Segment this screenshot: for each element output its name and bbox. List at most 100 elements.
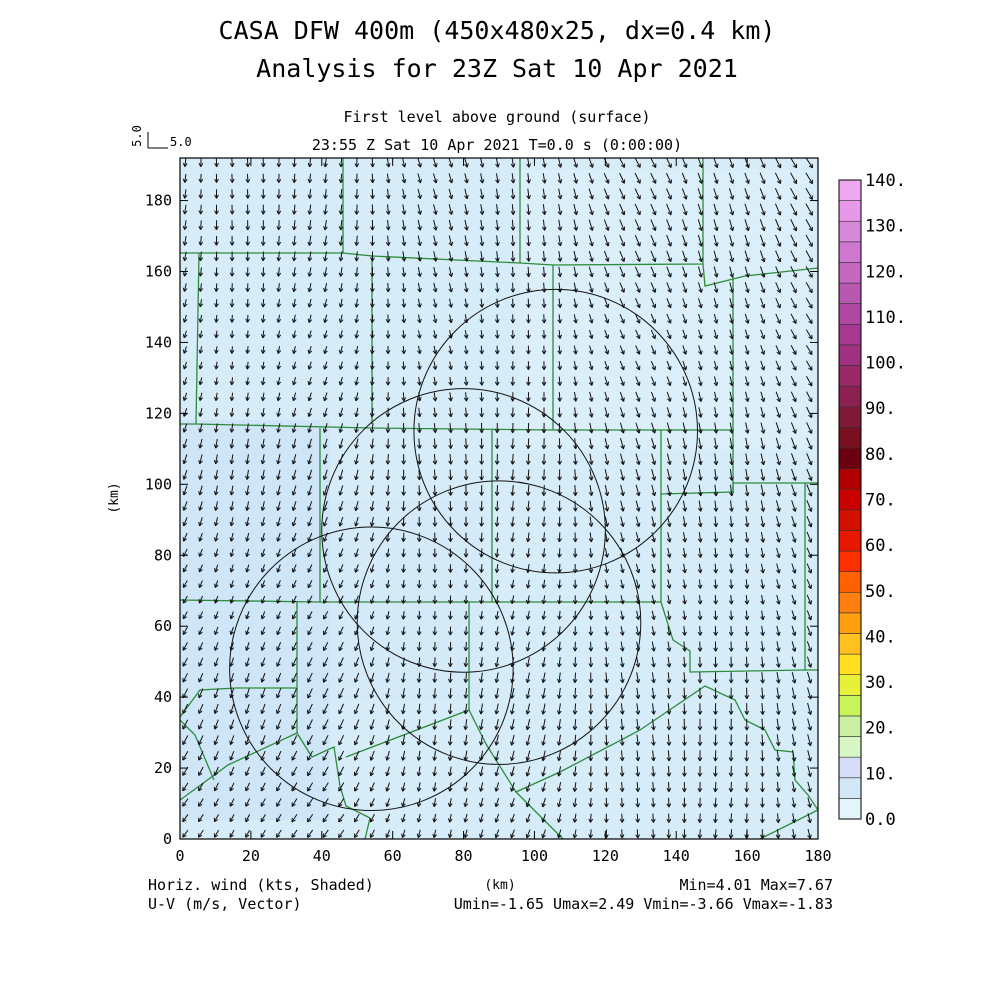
wind-vector <box>401 376 407 386</box>
wind-vector <box>494 797 500 808</box>
wind-vector <box>198 438 203 449</box>
wind-vector <box>369 579 375 589</box>
wind-vector <box>401 734 406 746</box>
wind-vector <box>338 235 344 246</box>
wind-vector <box>354 392 359 402</box>
wind-vector <box>385 595 391 604</box>
wind-vector <box>198 595 203 604</box>
colorbar-label-0: 0.0 <box>865 810 896 830</box>
wind-vector <box>198 173 204 183</box>
wind-vector <box>245 595 250 604</box>
wind-vector <box>432 829 437 838</box>
range-ring-1 <box>321 388 606 673</box>
wind-vector <box>464 235 469 247</box>
wind-vector <box>260 703 266 715</box>
wind-vector <box>244 703 250 714</box>
wind-vector <box>229 361 235 370</box>
wind-vector <box>479 532 484 543</box>
wind-vector <box>291 469 297 480</box>
wind-vector <box>245 485 250 496</box>
wind-vector <box>338 626 344 636</box>
wind-vector <box>229 532 235 542</box>
wind-vector <box>198 672 204 683</box>
wind-vector <box>432 485 438 496</box>
wind-vector <box>401 657 406 667</box>
wind-vector <box>260 517 266 527</box>
wind-vector <box>432 298 438 308</box>
wind-vector <box>260 314 266 323</box>
wind-vector <box>322 688 329 699</box>
wind-vector <box>417 345 422 355</box>
wind-vector <box>338 376 344 386</box>
colorbar-swatch-20 <box>838 385 862 408</box>
wind-vector <box>354 782 360 792</box>
wind-vector <box>478 719 484 730</box>
wind-vector <box>401 766 406 777</box>
wind-vector <box>369 688 375 699</box>
wind-vector <box>198 158 204 167</box>
wind-vector <box>276 298 282 308</box>
wind-vector <box>385 267 391 277</box>
wind-vector <box>369 392 375 402</box>
wind-vector <box>198 782 204 792</box>
wind-vector <box>464 204 469 215</box>
wind-vector <box>416 672 422 683</box>
wind-vector <box>229 408 235 417</box>
wind-vector <box>307 283 313 293</box>
wind-vector <box>322 719 329 730</box>
wind-vector <box>307 501 313 512</box>
wind-vector <box>291 750 298 761</box>
wind-vector <box>260 235 266 246</box>
wind-vector <box>385 813 391 823</box>
wind-vector <box>260 814 266 823</box>
wind-vector <box>307 235 313 246</box>
wind-vector <box>354 330 360 339</box>
wind-vector <box>291 407 297 417</box>
wind-vector <box>401 173 407 184</box>
wind-vector <box>463 766 469 777</box>
wind-vector <box>448 579 453 589</box>
wind-vector <box>245 564 250 573</box>
wind-vector <box>417 376 422 386</box>
wind-vector <box>229 485 235 496</box>
wind-vector <box>198 642 204 651</box>
wind-vector <box>354 798 360 807</box>
wind-vector <box>416 516 422 527</box>
wind-vector <box>463 516 469 527</box>
wind-vector <box>229 454 235 465</box>
wind-vector <box>479 376 485 386</box>
wind-vector <box>322 454 328 465</box>
wind-vector <box>323 345 328 355</box>
wind-vector <box>401 719 406 730</box>
wind-vector <box>198 235 204 246</box>
colorbar-label-12: 120. <box>865 262 906 282</box>
wind-vector <box>229 798 235 807</box>
wind-vector <box>198 251 204 262</box>
wind-vector <box>198 299 204 308</box>
wind-vector <box>323 204 328 215</box>
wind-vector <box>292 330 297 339</box>
wind-vector <box>198 501 203 511</box>
wind-vector <box>432 330 438 339</box>
wind-vector <box>354 204 360 215</box>
wind-vector <box>463 485 469 496</box>
wind-vector <box>291 719 298 730</box>
wind-vector <box>244 766 250 776</box>
wind-vector <box>354 548 359 558</box>
wind-vector <box>479 282 485 293</box>
wind-vector <box>479 579 484 589</box>
wind-vector <box>260 283 266 292</box>
wind-vector <box>198 267 204 277</box>
wind-vector <box>369 766 375 777</box>
wind-vector <box>463 703 469 715</box>
wind-vector <box>401 595 406 604</box>
wind-vector <box>417 251 422 262</box>
wind-vector <box>432 641 438 652</box>
wind-vector <box>448 548 453 558</box>
wind-vector <box>245 423 250 433</box>
wind-vector <box>354 641 360 652</box>
wind-vector <box>229 204 235 215</box>
wind-vector <box>198 611 204 620</box>
wind-vector <box>401 579 406 589</box>
wind-vector <box>213 703 219 714</box>
